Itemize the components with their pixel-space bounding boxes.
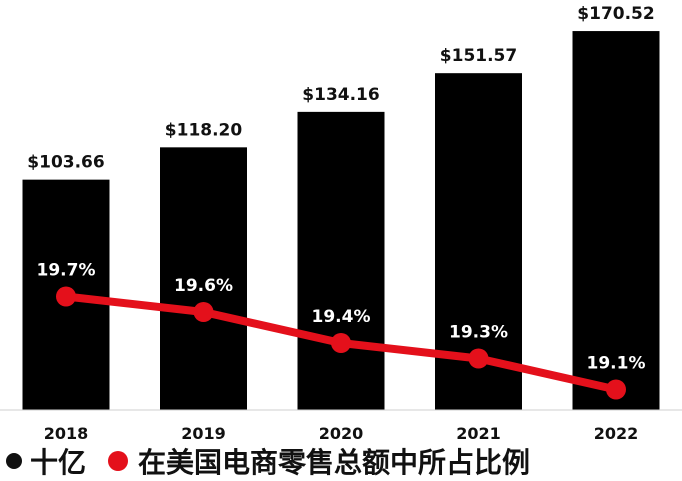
share-point-2019 <box>193 302 214 322</box>
bar-2020 <box>297 111 385 410</box>
share-point-2018 <box>56 286 76 307</box>
bar-value-label-2021: $151.57 <box>440 46 517 66</box>
line-layer <box>56 286 626 400</box>
share-label-2022: 19.1% <box>587 354 646 374</box>
legend: 十亿 在美国电商零售总额中所占比例 <box>0 441 682 481</box>
share-point-2020 <box>331 333 351 353</box>
bars-layer <box>22 31 660 411</box>
chart: $103.66 $118.20 $134.16 $151.57 $170.52 19.7%… <box>0 4 682 441</box>
legend-swatch-line <box>108 451 129 471</box>
x-tick-2018: 2018 <box>44 424 89 441</box>
bar-2019 <box>160 147 247 411</box>
bar-value-label-2020: $134.16 <box>302 85 379 105</box>
share-label-2018: 19.7% <box>37 261 96 281</box>
legend-label-bars: 十亿 <box>30 446 87 479</box>
legend-item-bars: 十亿 <box>6 441 86 481</box>
legend-swatch-bars <box>6 453 22 469</box>
labels-layer: $103.66 $118.20 $134.16 $151.57 $170.52 19.7%… <box>27 4 654 373</box>
bar-value-label-2019: $118.20 <box>165 120 243 140</box>
share-label-2019: 19.6% <box>174 276 233 296</box>
bar-value-label-2022: $170.52 <box>577 4 654 24</box>
legend-label-line: 在美国电商零售总额中所占比例 <box>138 446 531 479</box>
bar-2022 <box>572 31 660 411</box>
x-tick-labels: 2018 2019 2020 2021 2022 <box>44 424 639 441</box>
share-label-2020: 19.4% <box>312 307 371 327</box>
share-point-2022 <box>606 379 626 400</box>
x-tick-2019: 2019 <box>181 424 226 441</box>
legend-item-line: 在美国电商零售总额中所占比例 <box>108 441 530 481</box>
x-tick-2021: 2021 <box>456 424 501 441</box>
share-point-2021 <box>468 348 489 369</box>
x-tick-2020: 2020 <box>319 424 364 441</box>
share-label-2021: 19.3% <box>449 323 508 343</box>
bar-value-label-2018: $103.66 <box>27 153 104 173</box>
x-tick-2022: 2022 <box>594 424 639 441</box>
